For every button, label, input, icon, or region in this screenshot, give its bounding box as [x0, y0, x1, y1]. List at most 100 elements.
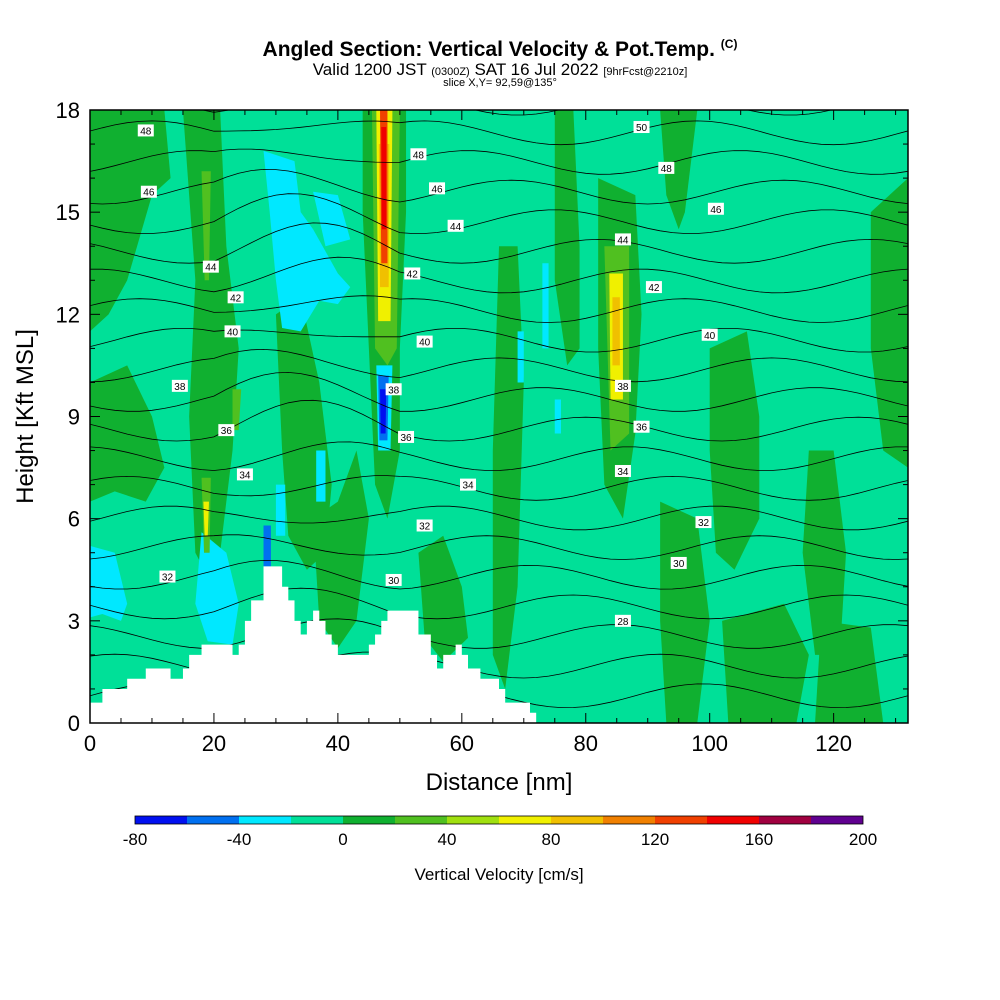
contour-label: 32: [695, 516, 712, 529]
downdraft-region: [554, 399, 561, 434]
x-axis-label: Distance [nm]: [426, 769, 573, 796]
svg-text:38: 38: [174, 382, 186, 393]
plot-area: 48 46 44 42 40 38 36 34 32 48 46 44 42 40 38 36 34 32 30 50…: [90, 110, 908, 723]
slice-label: slice X,Y= 92,59@135°: [443, 77, 557, 89]
utc-time: (0300Z): [431, 66, 470, 78]
theta-contour: [90, 587, 908, 620]
theta-contour: [90, 168, 908, 205]
y-tick-label: 18: [56, 98, 80, 123]
downdraft-core: [380, 389, 387, 434]
contour-label: 40: [224, 325, 241, 338]
theta-contour: [90, 505, 908, 531]
contour-label: 36: [398, 430, 415, 444]
downdraft-region: [316, 450, 326, 502]
svg-text:28: 28: [617, 617, 629, 628]
theta-contour: [90, 475, 908, 501]
svg-text:34: 34: [617, 467, 629, 478]
svg-text:32: 32: [419, 521, 431, 532]
contour-label: 44: [614, 233, 631, 246]
contour-label: 32: [416, 519, 433, 532]
strong-updraft-core: [381, 127, 387, 230]
y-tick-label: 0: [68, 711, 80, 736]
svg-text:38: 38: [617, 382, 629, 393]
copyright-mark: (C): [720, 37, 738, 51]
colorbar-tick-label: -40: [227, 830, 252, 849]
svg-text:36: 36: [400, 433, 412, 444]
strong-updraft-core: [232, 389, 242, 431]
contour-label: 30: [385, 573, 402, 587]
svg-text:34: 34: [462, 481, 474, 492]
contour-label: 38: [171, 379, 188, 393]
contour-label: 28: [614, 614, 631, 628]
svg-text:44: 44: [450, 222, 462, 233]
colorbar-swatch: [551, 816, 603, 824]
colorbar-tick-label: -80: [123, 830, 148, 849]
theta-contour: [90, 222, 908, 264]
contour-label: 46: [707, 202, 724, 216]
svg-text:44: 44: [205, 263, 217, 274]
svg-text:30: 30: [673, 559, 685, 570]
colorbar-swatch: [759, 816, 811, 824]
colorbar-label: Vertical Velocity [cm/s]: [414, 865, 583, 884]
contour-label: 48: [410, 148, 427, 161]
updraft-region: [802, 450, 847, 655]
contour-label: 36: [218, 424, 235, 437]
colorbar-swatch: [239, 816, 291, 824]
theta-contour: [90, 441, 908, 471]
x-tick-label: 0: [84, 731, 96, 756]
theta-contour: [90, 256, 908, 294]
colorbar-tick-label: 40: [438, 830, 457, 849]
svg-text:48: 48: [140, 126, 152, 137]
colorbar-swatch: [343, 816, 395, 824]
colorbar-frame: [134, 815, 864, 825]
colorbar-tick-label: 120: [641, 830, 669, 849]
y-tick-label: 12: [56, 302, 80, 327]
contour-label: 40: [701, 328, 718, 342]
colorbar-tick-label: 80: [542, 830, 561, 849]
colorbar-tick-label: 0: [338, 830, 347, 849]
contour-label: 32: [159, 570, 176, 584]
colorbar-swatch: [447, 816, 499, 824]
theta-contour: [90, 371, 908, 412]
x-tick-label: 60: [450, 731, 474, 756]
svg-text:40: 40: [704, 331, 716, 342]
svg-text:36: 36: [221, 426, 233, 437]
contour-label: 38: [385, 383, 402, 396]
updraft-region: [492, 246, 524, 689]
colorbar-tick-label: 160: [745, 830, 773, 849]
svg-text:32: 32: [698, 518, 710, 529]
colorbar-tick-label: 200: [849, 830, 877, 849]
downdraft-region: [263, 525, 271, 567]
updraft-region: [90, 365, 165, 502]
forecast-info: [9hrFcst@2210z]: [603, 66, 688, 78]
svg-text:46: 46: [143, 188, 155, 199]
downdraft-region: [542, 263, 549, 349]
colorbar-swatch: [291, 816, 343, 824]
contour-label: 48: [137, 124, 154, 137]
colorbar-swatch: [499, 816, 551, 824]
contour-label: 34: [460, 478, 477, 492]
contour-label: 36: [633, 420, 650, 434]
contour-label: 40: [416, 335, 433, 349]
svg-text:40: 40: [419, 338, 431, 349]
colorbar-swatch: [603, 816, 655, 824]
updraft-region: [660, 110, 698, 230]
svg-text:38: 38: [388, 385, 400, 396]
svg-text:30: 30: [388, 576, 400, 587]
x-tick-label: 40: [326, 731, 350, 756]
updraft-region: [90, 110, 171, 332]
svg-text:36: 36: [636, 423, 648, 434]
terrain: [90, 566, 908, 723]
x-tick-label: 20: [202, 731, 226, 756]
y-axis-label: Height [Kft MSL]: [12, 329, 39, 504]
downdraft-region: [313, 191, 351, 247]
colorbar: -80 -40 0 40 80 120 160 200 Vertical Velocity [c…: [123, 815, 877, 884]
strong-updraft-core: [612, 297, 620, 366]
contour-label: 46: [140, 185, 157, 199]
x-tick-label: 100: [691, 731, 728, 756]
contour-label: 42: [227, 291, 244, 304]
downdraft-region: [275, 484, 286, 536]
contour-label: 34: [236, 468, 253, 481]
svg-text:42: 42: [648, 283, 660, 294]
